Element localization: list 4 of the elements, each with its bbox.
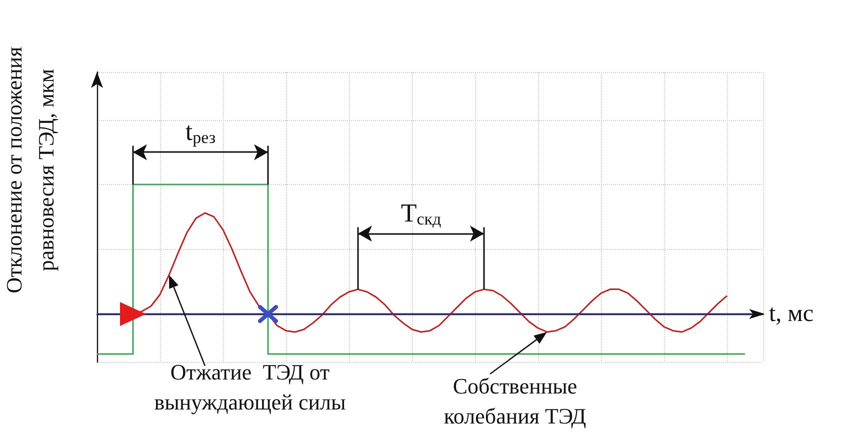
y-axis-title: Отклонение от положения равновесия ТЭД, мкм [2, 46, 58, 294]
text: Отжатие ТЭД от вынуждающей силы [154, 360, 346, 414]
x-axis-title: t, мс [769, 300, 814, 327]
text: Собственные колебания ТЭД [444, 374, 586, 428]
